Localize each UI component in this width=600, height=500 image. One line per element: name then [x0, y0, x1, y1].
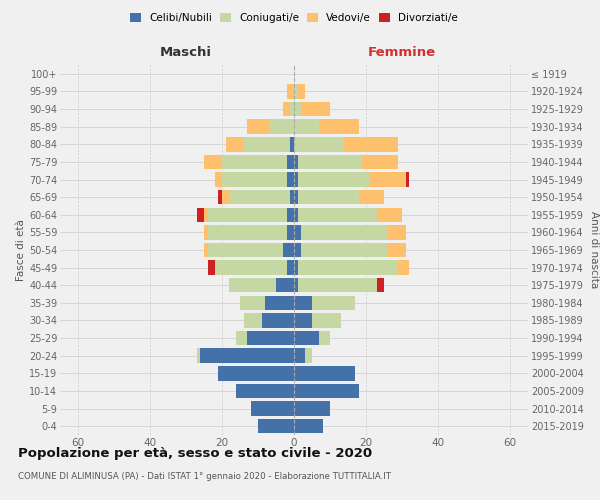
Bar [298, 84, 305, 98]
Bar [222, 190, 229, 204]
Legend: Celibi/Nubili, Coniugati/e, Vedovi/e, Divorziati/e: Celibi/Nubili, Coniugati/e, Vedovi/e, Di… [130, 13, 458, 23]
Bar [251, 402, 294, 416]
Bar [298, 172, 370, 186]
Bar [197, 348, 200, 363]
Bar [298, 154, 362, 169]
Bar [208, 225, 287, 240]
Bar [298, 278, 377, 292]
Bar [287, 84, 294, 98]
Y-axis label: Fasce di età: Fasce di età [16, 219, 26, 281]
Bar [287, 172, 294, 186]
Bar [312, 314, 341, 328]
Bar [294, 190, 298, 204]
Bar [226, 137, 244, 152]
Bar [377, 208, 402, 222]
Bar [377, 278, 384, 292]
Bar [362, 154, 398, 169]
Bar [287, 260, 294, 275]
Bar [294, 419, 323, 434]
Bar [204, 208, 208, 222]
Bar [218, 366, 294, 380]
Bar [294, 208, 298, 222]
Bar [298, 208, 377, 222]
Bar [204, 154, 222, 169]
Bar [294, 296, 312, 310]
Bar [208, 208, 287, 222]
Bar [215, 172, 222, 186]
Text: Femmine: Femmine [368, 46, 436, 59]
Bar [290, 190, 294, 204]
Bar [305, 348, 312, 363]
Bar [236, 384, 294, 398]
Bar [197, 208, 204, 222]
Bar [222, 172, 287, 186]
Bar [359, 190, 384, 204]
Bar [200, 348, 294, 363]
Text: Maschi: Maschi [160, 46, 212, 59]
Bar [236, 331, 247, 345]
Bar [294, 137, 344, 152]
Bar [244, 314, 262, 328]
Bar [229, 190, 290, 204]
Bar [247, 331, 294, 345]
Bar [287, 208, 294, 222]
Bar [222, 154, 287, 169]
Bar [244, 137, 290, 152]
Bar [298, 260, 398, 275]
Text: Popolazione per età, sesso e stato civile - 2020: Popolazione per età, sesso e stato civil… [18, 448, 372, 460]
Bar [301, 102, 330, 117]
Bar [312, 296, 355, 310]
Bar [344, 137, 398, 152]
Bar [290, 137, 294, 152]
Bar [208, 260, 215, 275]
Bar [287, 154, 294, 169]
Bar [294, 384, 359, 398]
Bar [294, 102, 301, 117]
Bar [208, 243, 283, 257]
Bar [258, 419, 294, 434]
Bar [319, 331, 330, 345]
Bar [229, 278, 276, 292]
Bar [247, 120, 269, 134]
Bar [294, 331, 319, 345]
Text: COMUNE DI ALIMINUSA (PA) - Dati ISTAT 1° gennaio 2020 - Elaborazione TUTTITALIA.: COMUNE DI ALIMINUSA (PA) - Dati ISTAT 1°… [18, 472, 391, 481]
Bar [301, 243, 388, 257]
Bar [294, 260, 298, 275]
Bar [218, 190, 222, 204]
Bar [294, 172, 298, 186]
Bar [406, 172, 409, 186]
Bar [294, 278, 298, 292]
Bar [294, 243, 301, 257]
Bar [204, 225, 208, 240]
Bar [283, 243, 294, 257]
Bar [269, 120, 294, 134]
Y-axis label: Anni di nascita: Anni di nascita [589, 212, 599, 288]
Bar [287, 225, 294, 240]
Bar [262, 314, 294, 328]
Bar [294, 84, 298, 98]
Bar [240, 296, 265, 310]
Bar [290, 102, 294, 117]
Bar [204, 243, 208, 257]
Bar [319, 120, 359, 134]
Bar [370, 172, 406, 186]
Bar [294, 154, 298, 169]
Bar [294, 348, 305, 363]
Bar [276, 278, 294, 292]
Bar [294, 314, 312, 328]
Bar [301, 225, 388, 240]
Bar [298, 190, 359, 204]
Bar [294, 225, 301, 240]
Bar [265, 296, 294, 310]
Bar [388, 225, 406, 240]
Bar [398, 260, 409, 275]
Bar [215, 260, 287, 275]
Bar [283, 102, 290, 117]
Bar [294, 402, 330, 416]
Bar [388, 243, 406, 257]
Bar [294, 366, 355, 380]
Bar [294, 120, 319, 134]
